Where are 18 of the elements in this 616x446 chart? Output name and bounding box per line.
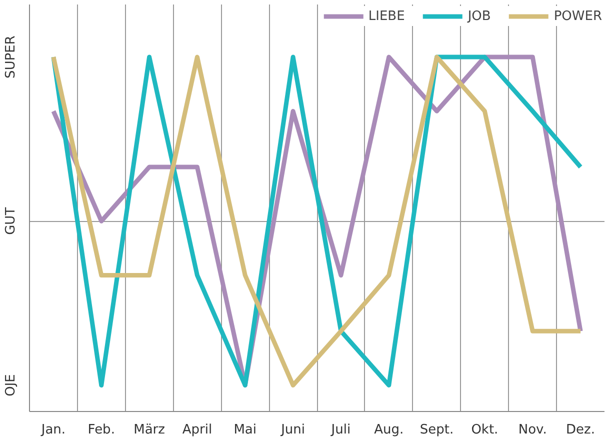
legend-label: POWER bbox=[554, 8, 602, 24]
x-tick-label: April bbox=[182, 422, 212, 438]
x-tick-label: Juni bbox=[280, 422, 306, 438]
x-tick-label: März bbox=[134, 422, 166, 438]
text: SUPER bbox=[4, 36, 18, 78]
legend-label: LIEBE bbox=[368, 8, 405, 24]
x-tick-label: Aug. bbox=[374, 422, 404, 438]
x-tick-label: Feb. bbox=[88, 422, 115, 438]
x-tick-label: Okt. bbox=[471, 422, 498, 438]
x-tick-label: Dez. bbox=[566, 422, 596, 438]
x-tick-label: Sept. bbox=[420, 422, 454, 438]
x-tick-label: Juli bbox=[330, 422, 351, 438]
x-tick-label: Mai bbox=[234, 422, 257, 438]
x-tick-label: Jan. bbox=[40, 422, 66, 438]
legend-label: JOB bbox=[468, 8, 491, 24]
text: GUT bbox=[4, 207, 18, 235]
text: OJE bbox=[4, 374, 18, 396]
x-tick-label: Nov. bbox=[518, 422, 547, 438]
